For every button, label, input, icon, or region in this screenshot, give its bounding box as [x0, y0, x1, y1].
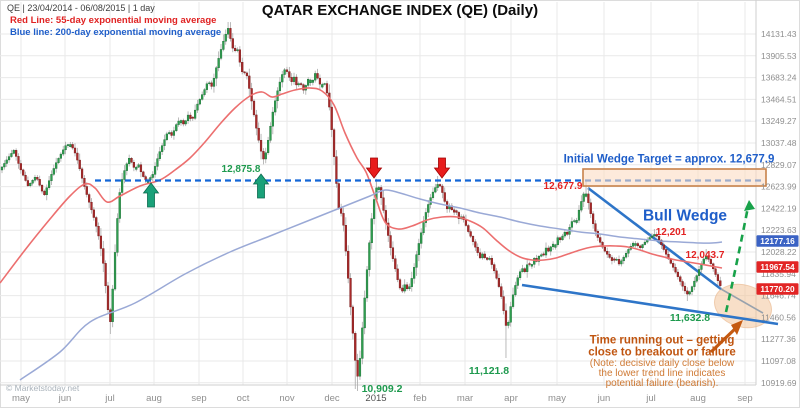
- ema200-badge: [756, 235, 799, 247]
- y-tick-label: 11097.08: [761, 356, 796, 366]
- badge-value: 11967.54: [760, 262, 795, 272]
- ema200-line: [19, 189, 723, 381]
- x-tick-label: aug: [690, 393, 706, 404]
- warning-arrowhead-icon: [731, 320, 743, 335]
- x-axis-labels: may jun jul aug sep oct nov dec 2015 feb mar apr may…: [12, 393, 753, 404]
- x-tick-label: oct: [237, 393, 250, 404]
- x-tick-label: dec: [324, 393, 340, 404]
- trendline-projection: [720, 288, 764, 314]
- breakout-dashed-arrow: [724, 206, 750, 313]
- badge-value: 12177.16: [760, 236, 795, 246]
- x-tick-label: jun: [597, 393, 611, 404]
- x-tick-label: apr: [504, 393, 518, 404]
- x-tick-label: sep: [737, 393, 752, 404]
- y-tick-label: 11460.56: [761, 312, 796, 322]
- y-tick-label: 10919.69: [761, 378, 797, 388]
- y-tick-label: 11835.94: [761, 269, 796, 279]
- y-tick-label: 12829.07: [761, 160, 797, 170]
- red-down-arrow-icon: [433, 157, 451, 179]
- x-tick-label: feb: [413, 393, 426, 404]
- red-down-arrow-icon: [365, 157, 383, 179]
- y-tick-label: 11277.36: [761, 334, 796, 344]
- x-tick-label: jun: [58, 393, 72, 404]
- green-up-arrow-icon: [252, 173, 270, 199]
- y-tick-label: 14131.43: [761, 29, 797, 39]
- y-tick-label: 12028.22: [761, 247, 797, 257]
- page-title: QATAR EXCHANGE INDEX (QE) (Daily): [261, 2, 539, 19]
- warning-arrow: [709, 324, 740, 354]
- wedge-target-box: [582, 168, 767, 187]
- price-badge: [756, 261, 799, 273]
- price-badge: [756, 283, 799, 295]
- green-up-arrow-icon: [142, 182, 160, 208]
- lower-wedge-trendline: [521, 283, 779, 326]
- x-tick-label: 2015: [365, 393, 386, 404]
- y-tick-label: 12422.19: [761, 203, 797, 213]
- y-tick-label: 12623.99: [761, 182, 797, 192]
- x-tick-label: may: [12, 393, 30, 404]
- y-tick-label: 13249.27: [761, 116, 797, 126]
- legend-ema200: Blue line: 200-day exponential moving av…: [10, 27, 222, 38]
- x-tick-label: sep: [191, 393, 206, 404]
- x-tick-label: aug: [146, 393, 162, 404]
- x-tick-label: nov: [279, 393, 295, 404]
- y-tick-label: 13905.53: [761, 51, 797, 61]
- x-tick-label: jul: [645, 393, 656, 404]
- legend-ema55: Red Line: 55-day exponential moving aver…: [10, 15, 217, 26]
- x-tick-label: jul: [104, 393, 115, 404]
- y-tick-label: 13464.51: [761, 94, 797, 104]
- price-badges: 12177.16 11967.54 11770.20: [756, 235, 799, 295]
- y-tick-label: 13683.24: [761, 73, 797, 83]
- y-axis-labels: 14131.43 13905.53 13683.24 13464.51 13249.27…: [761, 29, 797, 388]
- y-tick-label: 11646.74: [761, 291, 796, 301]
- watermark: © Marketstoday.net: [6, 383, 80, 393]
- x-tick-label: mar: [457, 393, 473, 404]
- candles: [0, 22, 722, 391]
- x-tick-label: may: [548, 393, 566, 404]
- y-tick-label: 12223.63: [761, 225, 797, 235]
- breakout-arrowhead-icon: [744, 200, 755, 211]
- badge-value: 11770.20: [760, 284, 795, 294]
- chart-meta: QE | 23/04/2014 - 06/08/2015 | 1 day: [7, 3, 155, 13]
- y-tick-label: 13037.48: [761, 138, 797, 148]
